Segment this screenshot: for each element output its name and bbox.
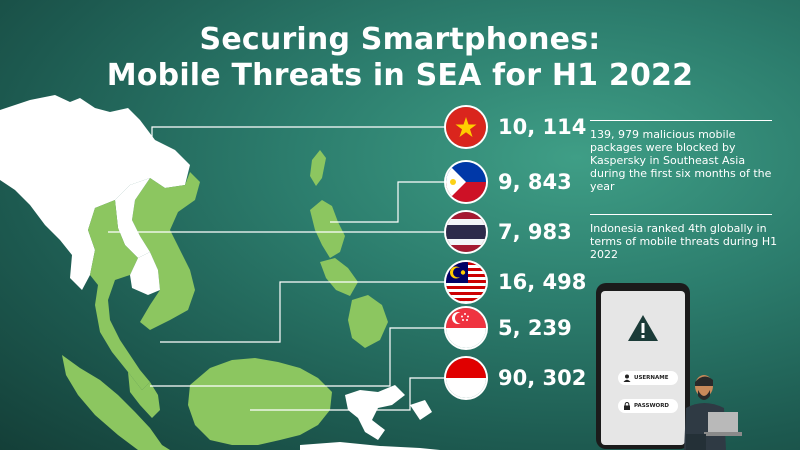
java-land — [300, 442, 440, 450]
vietnam-flag-icon — [446, 107, 486, 147]
singapore-leader-line — [150, 327, 446, 387]
vietnam-leader-line — [151, 126, 446, 168]
smartphone-illustration: USERNAME PASSWORD — [596, 283, 690, 449]
thailand-land — [88, 200, 150, 390]
cambodia-land — [130, 252, 160, 295]
lock-icon — [624, 402, 630, 410]
maluku-land — [410, 400, 432, 420]
mindanao-land — [348, 295, 388, 348]
philippines-threat-count: 9, 843 — [498, 170, 572, 194]
mainland-northwest-land — [0, 95, 190, 290]
vietnam-land — [132, 172, 200, 330]
username-label: USERNAME — [634, 375, 669, 381]
note-indonesia-rank: Indonesia ranked 4th globally in terms o… — [590, 222, 778, 261]
user-icon — [623, 374, 631, 382]
taiwan-land — [310, 150, 326, 186]
luzon-land — [310, 200, 345, 258]
warning-triangle-icon — [628, 315, 658, 341]
philippines-leader-line — [330, 181, 446, 223]
password-label: PASSWORD — [634, 403, 670, 409]
sumatra-land — [62, 355, 170, 450]
note-divider-1 — [590, 120, 772, 121]
malaysia-threat-count: 16, 498 — [498, 270, 587, 294]
person-with-laptop-illustration — [684, 375, 742, 450]
vietnam-threat-count: 10, 114 — [498, 115, 587, 139]
singapore-threat-count: 5, 239 — [498, 316, 572, 340]
page-title-line-1: Securing Smartphones: — [199, 22, 601, 57]
sulawesi-land — [345, 385, 405, 440]
malaysia-leader-line — [160, 281, 446, 343]
note-packages-blocked: 139, 979 malicious mobile packages were … — [590, 128, 772, 193]
note-divider-2 — [590, 214, 772, 215]
phone-screen: USERNAME PASSWORD — [601, 291, 685, 445]
peninsular-malaysia-land — [128, 372, 160, 418]
malaysia-flag-icon — [446, 262, 486, 302]
borneo-land — [188, 358, 332, 445]
thailand-threat-count: 7, 983 — [498, 220, 572, 244]
thailand-flag-icon — [446, 212, 486, 252]
indonesia-flag-icon — [446, 358, 486, 398]
singapore-flag-icon — [446, 308, 486, 348]
indonesia-leader-line — [250, 377, 446, 411]
visayas-land — [320, 258, 358, 296]
philippines-flag-icon — [446, 162, 486, 202]
password-field: PASSWORD — [618, 399, 678, 413]
username-field: USERNAME — [618, 371, 678, 385]
indonesia-threat-count: 90, 302 — [498, 366, 587, 390]
laos-land — [115, 178, 150, 258]
page-title-line-2: Mobile Threats in SEA for H1 2022 — [106, 58, 694, 93]
